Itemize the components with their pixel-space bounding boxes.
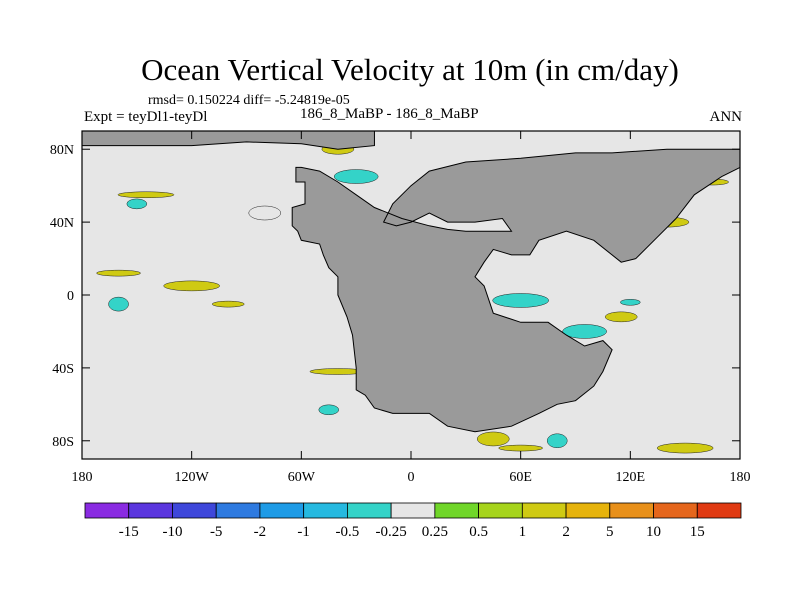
colorbar-box [172, 502, 217, 519]
y-tick-label: 40S [52, 362, 74, 377]
x-tick-label: 180 [730, 470, 751, 485]
colorbar-label: 1 [519, 524, 527, 540]
stats-text: rmsd= 0.150224 diff= -5.24819e-05 [148, 93, 350, 108]
x-tick-label: 120W [175, 470, 210, 485]
colorbar-label: -2 [254, 524, 267, 540]
colorbar-label: -5 [210, 524, 223, 540]
colorbar-label: 10 [646, 524, 661, 540]
anomaly-patch [604, 311, 638, 323]
colorbar-box [565, 502, 611, 519]
colorbar-box [696, 502, 742, 519]
anomaly-patch [562, 324, 607, 339]
experiment-label: Expt = teyDl1-teyDl [84, 109, 208, 125]
anomaly-patch [333, 169, 379, 184]
colorbar-box [346, 502, 392, 519]
colorbar-box [259, 502, 305, 519]
colorbar-box [128, 502, 173, 519]
colorbar-label: -1 [297, 524, 310, 540]
x-tick-label: 60W [288, 470, 316, 485]
anomaly-patch [492, 293, 549, 308]
figure-title: Ocean Vertical Velocity at 10m (in cm/da… [141, 52, 679, 87]
colorbar-box [390, 502, 436, 519]
anomaly-patch [163, 280, 220, 292]
colorbar-box [653, 502, 698, 519]
anomaly-patch [117, 191, 175, 199]
colorbar-box [609, 502, 654, 519]
anomaly-patch [477, 431, 510, 447]
anomaly-patch [248, 205, 282, 221]
colorbar-box [521, 502, 567, 519]
colorbar-box [303, 502, 348, 519]
colorbar-label: 5 [606, 524, 614, 540]
x-tick-label: 180 [72, 470, 93, 485]
anomaly-patch [656, 442, 714, 454]
y-tick-label: 40N [50, 216, 74, 231]
colorbar-box [84, 502, 130, 519]
colorbar-label: 15 [690, 524, 705, 540]
anomaly-patch [498, 444, 543, 452]
anomaly-patch [211, 300, 245, 308]
y-tick-label: 80N [50, 143, 74, 158]
colorbar-label: -0.5 [336, 524, 360, 540]
land-mass [291, 148, 741, 433]
x-tick-label: 0 [408, 470, 415, 485]
colorbar-label: -15 [119, 524, 139, 540]
colorbar-box [478, 502, 523, 519]
colorbar-label: 0.5 [469, 524, 488, 540]
season-label: ANN [709, 109, 743, 125]
anomaly-patch [96, 269, 141, 277]
x-tick-label: 120E [616, 470, 646, 485]
y-tick-label: 0 [67, 289, 74, 304]
anomaly-patch [126, 198, 148, 210]
anomaly-patch [318, 404, 339, 416]
colorbar-label: 2 [562, 524, 570, 540]
colorbar-label: 0.25 [422, 524, 448, 540]
y-tick-label: 80S [52, 435, 74, 450]
anomaly-patch [108, 296, 129, 312]
colorbar-label: -10 [162, 524, 182, 540]
anomaly-patch [546, 433, 568, 449]
anomaly-patch [620, 299, 641, 306]
colorbar-box [215, 502, 261, 519]
colorbar-label: -0.25 [376, 524, 407, 540]
x-tick-label: 60E [509, 470, 532, 485]
colorbar-box [434, 502, 480, 519]
case-label: 186_8_MaBP - 186_8_MaBP [300, 106, 479, 122]
